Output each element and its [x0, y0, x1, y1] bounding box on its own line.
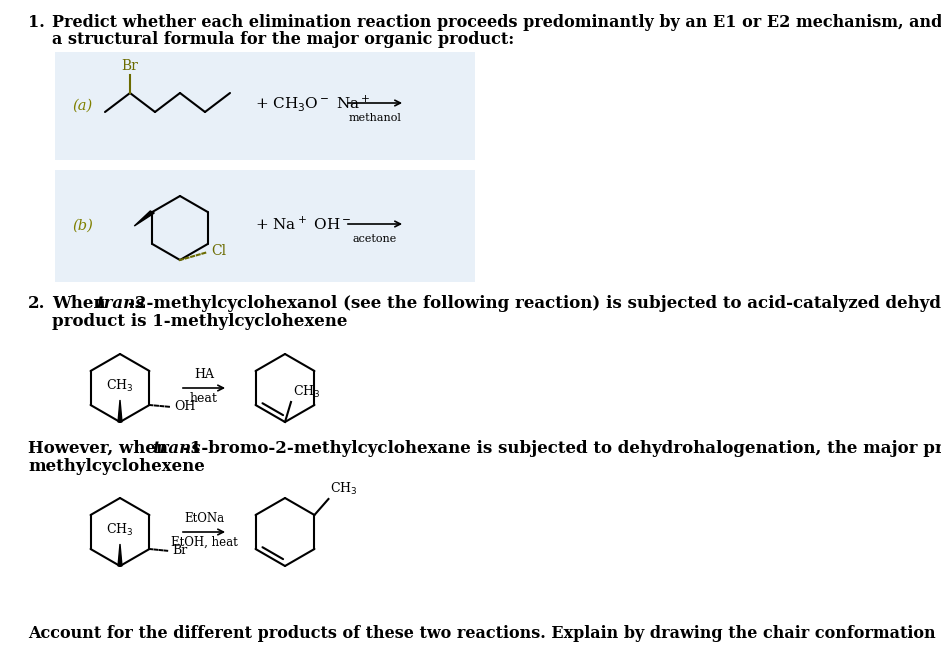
Polygon shape: [118, 400, 122, 422]
Text: (a): (a): [72, 99, 92, 113]
Text: (b): (b): [72, 219, 93, 233]
Text: Cl: Cl: [211, 244, 226, 258]
Text: EtONa: EtONa: [183, 512, 224, 525]
Text: CH$_3$: CH$_3$: [330, 481, 358, 497]
Text: OH: OH: [174, 401, 196, 413]
Text: EtOH, heat: EtOH, heat: [170, 536, 237, 549]
Text: a structural formula for the major organic product:: a structural formula for the major organ…: [52, 31, 514, 48]
Text: HA: HA: [194, 368, 214, 381]
Polygon shape: [135, 211, 154, 226]
Text: Account for the different products of these two reactions. Explain by drawing th: Account for the different products of th…: [28, 625, 941, 642]
Text: Br: Br: [172, 544, 187, 558]
Text: product is 1-methylcyclohexene: product is 1-methylcyclohexene: [52, 313, 347, 330]
Text: 2.: 2.: [28, 295, 45, 312]
Text: acetone: acetone: [353, 234, 397, 244]
Text: methanol: methanol: [348, 113, 402, 123]
Text: trans: trans: [96, 295, 145, 312]
Text: -2-methylcyclohexanol (see the following reaction) is subjected to acid-catalyze: -2-methylcyclohexanol (see the following…: [128, 295, 941, 312]
Text: Predict whether each elimination reaction proceeds predominantly by an E1 or E2 : Predict whether each elimination reactio…: [52, 14, 941, 31]
Polygon shape: [118, 544, 122, 566]
Bar: [55, 52, 475, 160]
Text: trans: trans: [152, 440, 200, 457]
Bar: [55, 170, 475, 282]
Text: When: When: [52, 295, 111, 312]
Text: CH$_3$: CH$_3$: [106, 378, 134, 394]
Text: CH$_3$: CH$_3$: [293, 384, 321, 400]
Text: heat: heat: [190, 392, 218, 405]
Text: + CH$_3$O$^-$ Na$^+$: + CH$_3$O$^-$ Na$^+$: [255, 93, 371, 113]
Text: CH$_3$: CH$_3$: [106, 522, 134, 538]
Text: However, when: However, when: [28, 440, 174, 457]
Text: Br: Br: [121, 59, 138, 73]
Text: methylcyclohexene: methylcyclohexene: [28, 458, 205, 475]
Text: -1-bromo-2-methylcyclohexane is subjected to dehydrohalogenation, the major prod: -1-bromo-2-methylcyclohexane is subjecte…: [183, 440, 941, 457]
Text: 1.: 1.: [28, 14, 45, 31]
Text: + Na$^+$ OH$^-$: + Na$^+$ OH$^-$: [255, 215, 351, 233]
